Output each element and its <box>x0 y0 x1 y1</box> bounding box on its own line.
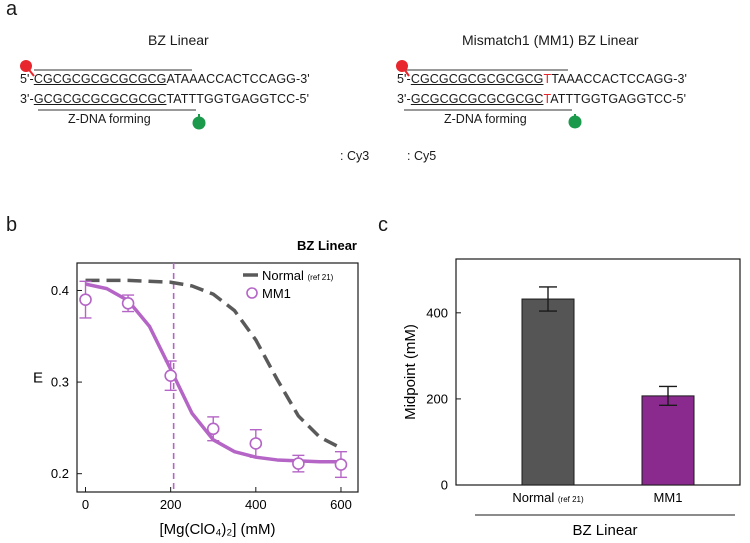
right-cy5-dot <box>396 60 408 72</box>
mismatch-t-top: T <box>543 72 552 86</box>
y-tick-label-1: 0.3 <box>51 375 69 390</box>
legend-normal-label: Normal (ref 21) <box>262 268 334 283</box>
c-y-tick-label-2: 400 <box>426 305 448 320</box>
right-zdna-label: Z-DNA forming <box>444 112 527 126</box>
mm1-point-1 <box>121 297 135 310</box>
legend-mm1-label: MM1 <box>262 286 291 301</box>
x-tick-label-2: 400 <box>245 497 267 512</box>
chart-b-title: BZ Linear <box>297 238 357 253</box>
left-bottom-strand: 3'-GCGCGCGCGCGCGCTATTTGGTGAGGTCC-5' <box>20 92 310 106</box>
mm1-bz-linear-title: Mismatch1 (MM1) BZ Linear <box>462 32 639 48</box>
right-cy3-dot <box>568 115 582 129</box>
chart-b-frame <box>76 262 359 493</box>
c-y-tick-label-1: 200 <box>426 391 448 406</box>
left-cy5-dot <box>20 60 32 72</box>
bz-linear-title: BZ Linear <box>148 32 209 48</box>
chart-c-frame <box>455 258 741 486</box>
mismatch-t-bottom: T <box>543 92 551 106</box>
bar-label-1: MM1 <box>654 490 683 505</box>
y-tick-label-2: 0.4 <box>51 283 69 298</box>
c-y-tick-label-0: 0 <box>441 478 448 493</box>
panel-a-letter: a <box>6 0 18 20</box>
mm1-point-0 <box>79 293 92 306</box>
mm1-point-6 <box>334 458 348 471</box>
cy3-legend-label: : Cy3 <box>340 149 370 163</box>
x-tick-label-0: 0 <box>82 497 89 512</box>
panel-b-letter: b <box>6 214 18 236</box>
panel-a-graphics <box>20 60 582 130</box>
legend-mm1-swatch <box>246 287 258 299</box>
left-cy3-dot <box>192 116 206 130</box>
bar-normal <box>521 298 575 486</box>
x-tick-label-1: 200 <box>160 497 182 512</box>
x-axis-label: [Mg(ClO₄)₂] (mM) <box>159 521 275 538</box>
left-top-strand: 5'-CGCGCGCGCGCGCGATAAACCACTCCAGG-3' <box>20 72 310 86</box>
mm1-point-4 <box>249 437 263 450</box>
midpoint-titration-chart: BZ Linear 0 200 400 600 0.2 0.3 0.4 [Mg(ClO₄)₂] … <box>33 238 359 538</box>
bar-label-0: Normal (ref 21) <box>512 490 584 505</box>
right-top-strand: 5'-CGCGCGCGCGCGCGTTAAACCACTCCAGG-3' <box>397 72 688 86</box>
cy5-legend-label: : Cy5 <box>407 149 437 163</box>
group-label: BZ Linear <box>572 522 637 539</box>
bar-mm1 <box>641 395 695 486</box>
y-tick-label-0: 0.2 <box>51 466 69 481</box>
panel-c-letter: c <box>378 214 388 236</box>
midpoint-bar-chart: 0 200 400 Midpoint (mM) Normal (ref 21) MM1 BZ… <box>402 258 741 539</box>
mm1-point-5 <box>292 457 305 470</box>
x-tick-label-3: 600 <box>330 497 352 512</box>
bar-label-ref-0: (ref 21) <box>558 495 584 504</box>
mm1-point-2 <box>164 369 177 382</box>
series-normal-line <box>85 278 342 450</box>
y-axis-label: E <box>33 370 43 387</box>
left-zdna-label: Z-DNA forming <box>68 112 151 126</box>
c-y-axis-label: Midpoint (mM) <box>402 324 419 420</box>
right-bottom-strand: 3'-GCGCGCGCGCGCGCTATTTGGTGAGGTCC-5' <box>397 92 687 106</box>
mm1-point-3 <box>206 422 220 436</box>
legend-normal-ref: (ref 21) <box>308 273 334 282</box>
